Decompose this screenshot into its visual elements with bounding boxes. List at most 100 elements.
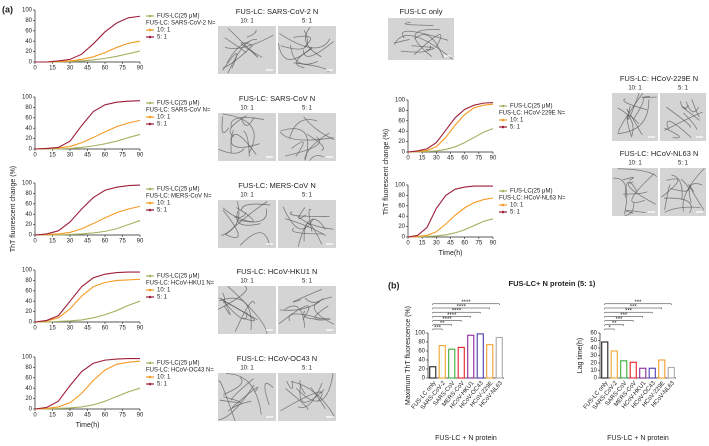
- x-tick-label: 90: [490, 156, 497, 162]
- x-tick-label: 30: [433, 241, 440, 247]
- fibril: [401, 30, 449, 41]
- series-line: [34, 358, 140, 410]
- x-tick-label: 60: [102, 66, 109, 72]
- legend-label: 10: 1: [157, 28, 171, 34]
- x-tick-label: 90: [137, 326, 144, 332]
- fibril: [241, 42, 263, 58]
- bar: [639, 367, 647, 379]
- significance-bracket: [432, 328, 443, 331]
- fibril: [617, 92, 644, 133]
- fibril: [666, 106, 691, 128]
- significance-label: ***: [625, 309, 633, 315]
- significance-label: **: [440, 321, 445, 327]
- legend-label: FUS-LC(25 μM): [157, 14, 199, 20]
- y-tick-label: 80: [25, 191, 32, 197]
- x-tick-label: 45: [447, 241, 454, 247]
- bar: [610, 350, 618, 379]
- micrograph-label: 5: 1: [302, 193, 313, 199]
- fibril: [284, 136, 321, 157]
- significance-label: ****: [442, 317, 452, 323]
- fibril: [218, 297, 258, 321]
- fibril: [631, 173, 655, 203]
- legend-title: FUS-LC: MERS-CoV N=: [146, 194, 212, 200]
- y-axis-label: ThT fluorescent change (%): [383, 129, 390, 215]
- fibril: [664, 111, 703, 131]
- fibril: [670, 178, 690, 192]
- significance-bracket: [604, 316, 643, 318]
- fibril: [314, 305, 331, 321]
- significance-bracket: [432, 311, 481, 314]
- y-tick-label: 20: [398, 139, 405, 145]
- series-line: [34, 119, 141, 150]
- fibril: [222, 52, 238, 71]
- legend-label: FUS-LC(25 μM): [157, 274, 199, 280]
- y-tick-label: 40: [398, 214, 405, 220]
- y-tick-label: 40: [25, 299, 32, 305]
- series-line: [35, 40, 141, 63]
- fibril: [286, 380, 293, 390]
- x-tick-label: 0: [33, 153, 37, 159]
- y-axis-label: ThT fluorescent change (%): [10, 166, 17, 252]
- fibril: [626, 115, 639, 138]
- fibril: [230, 130, 260, 148]
- micrograph-label: 10: 1: [628, 161, 642, 167]
- y-tick-label: 20: [25, 49, 32, 55]
- legend-marker: [148, 122, 152, 126]
- bar: [467, 334, 475, 379]
- y-tick-label: 60: [398, 118, 405, 124]
- fibril: [218, 297, 252, 330]
- legend-marker: [148, 274, 152, 278]
- fibril: [623, 191, 648, 195]
- legend-title: FUS-LC: SARS-CoV N=: [146, 108, 211, 114]
- fibril: [224, 34, 274, 49]
- micrograph-title: FUS-LC: SARS-CoV-2 N: [236, 7, 319, 16]
- legend-marker: [148, 187, 152, 191]
- micrograph-title: FUS-LC: SARS-CoV N: [239, 94, 315, 103]
- fibril: [624, 202, 635, 216]
- x-tick-label: 0: [406, 241, 410, 247]
- legend-title: FUS-LC: HCoV-NL63 N=: [499, 196, 566, 202]
- y-tick-label: 0: [29, 147, 33, 153]
- micrograph-label: 10: 1: [628, 86, 642, 92]
- fibril: [290, 44, 318, 65]
- fibril: [221, 201, 240, 236]
- micrograph-title: FUS-LC: HCoV-HKU1 N: [237, 267, 318, 276]
- fibril: [617, 99, 650, 134]
- fibril: [411, 45, 435, 50]
- legend-label: FUS-LC(25 μM): [157, 361, 199, 367]
- legend-marker: [148, 115, 152, 119]
- x-tick-label: 15: [49, 66, 56, 72]
- x-tick-label: 45: [447, 156, 454, 162]
- fibril: [243, 130, 250, 157]
- fibril: [306, 133, 324, 151]
- x-tick-label: 15: [49, 239, 56, 245]
- significance-label: ****: [457, 304, 467, 310]
- y-tick-label: 20: [25, 396, 32, 402]
- x-tick-label: 90: [137, 153, 144, 159]
- fibril: [234, 301, 255, 332]
- fibril: [230, 117, 264, 128]
- fibril: [661, 178, 679, 198]
- series-line: [35, 133, 141, 150]
- legend-marker: [148, 101, 152, 105]
- y-tick-label: 0: [402, 235, 406, 241]
- y-tick-label: 20: [418, 367, 425, 373]
- fibril: [222, 113, 255, 154]
- x-tick-label: 60: [461, 156, 468, 162]
- series-line: [407, 103, 494, 153]
- panel-label: (a): [2, 4, 13, 14]
- fibril: [628, 181, 656, 205]
- significance-label: ****: [461, 300, 471, 306]
- micrograph-label: 5: 1: [678, 86, 689, 92]
- legend-label: FUS-LC(25 μM): [510, 189, 552, 195]
- x-tick-label: 90: [490, 241, 497, 247]
- fibril: [664, 197, 692, 214]
- y-tick-label: 100: [395, 98, 406, 104]
- y-tick-label: 100: [22, 8, 33, 14]
- fibril: [218, 384, 255, 421]
- fibril: [297, 218, 326, 248]
- legend-label: FUS-LC(25 μM): [510, 104, 552, 110]
- fibril: [225, 201, 268, 236]
- legend-marker: [501, 104, 505, 108]
- y-tick-label: 40: [590, 346, 597, 352]
